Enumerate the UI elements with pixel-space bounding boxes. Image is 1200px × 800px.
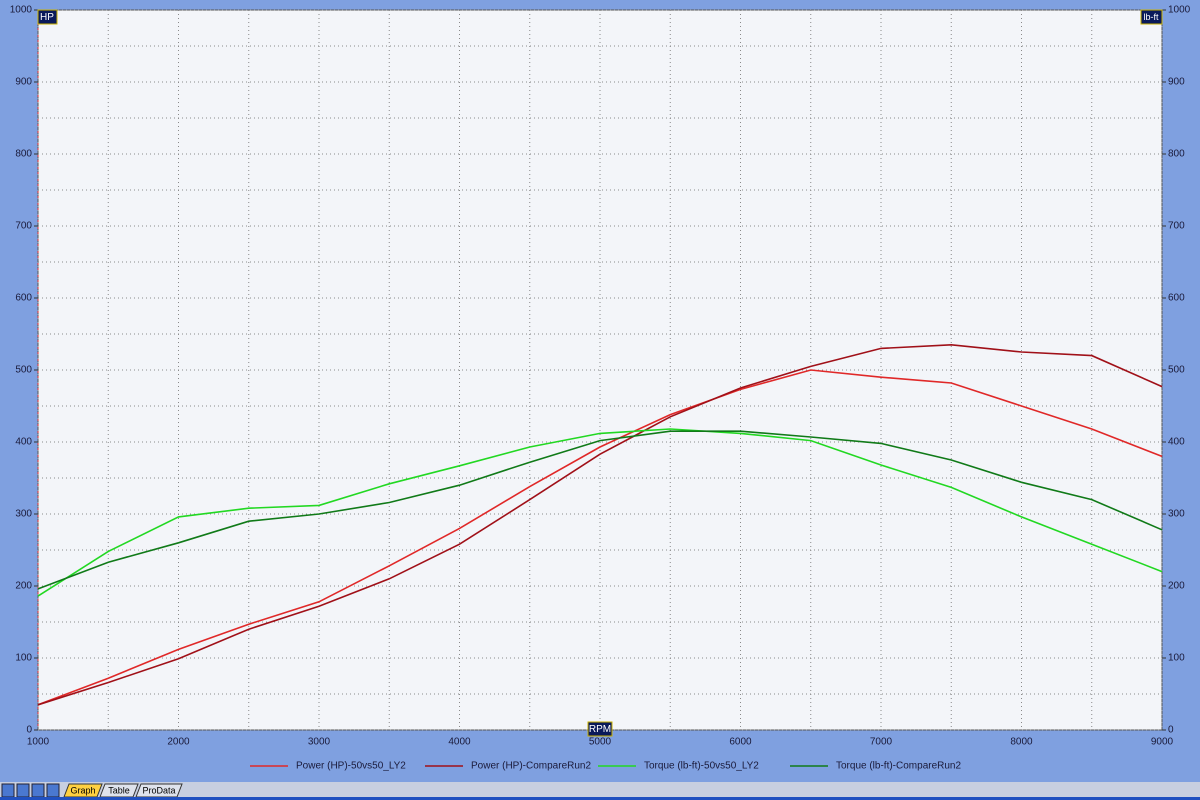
y-axis-label: HP [40, 12, 54, 23]
y2-tick-label: 600 [1168, 293, 1185, 304]
tab-label[interactable]: ProData [142, 785, 175, 795]
lines [37, 343, 1163, 706]
y-tick-label: 300 [15, 509, 32, 520]
x-tick-label: 4000 [448, 737, 471, 748]
y-tick-label: 0 [26, 725, 32, 736]
nav-last[interactable] [46, 783, 60, 798]
nav-next[interactable] [31, 783, 45, 798]
y2-tick-label: 300 [1168, 509, 1185, 520]
x-tick-label: 5000 [589, 737, 612, 748]
y-tick-label: 800 [15, 149, 32, 160]
series-line [37, 428, 1163, 597]
nav-buttons [1, 783, 60, 798]
legend-label: Torque (lb-ft)-50vs50_LY2 [644, 761, 759, 772]
nav-prev[interactable] [16, 783, 30, 798]
y2-tick-label: 500 [1168, 365, 1185, 376]
y-label-box [37, 9, 58, 25]
legend-label: Torque (lb-ft)-CompareRun2 [836, 761, 961, 772]
tabs: Graph Table ProData [63, 783, 183, 798]
y2-tick-label: 100 [1168, 653, 1185, 664]
y2-tick-label: 700 [1168, 221, 1185, 232]
y2-tick-label: 200 [1168, 581, 1185, 592]
legend-label: Power (HP)-CompareRun2 [471, 761, 591, 772]
status-strip [0, 797, 1200, 800]
x-tick-label: 9000 [1151, 737, 1174, 748]
y2-tick-label: 900 [1168, 77, 1185, 88]
tab-label[interactable]: Table [108, 785, 130, 795]
series-line [37, 343, 1163, 706]
x-tick-label: 7000 [870, 737, 893, 748]
tab-bar [0, 782, 1200, 800]
y-tick-label: 200 [15, 581, 32, 592]
x-tick-label: 6000 [729, 737, 752, 748]
y-tick-label: 1000 [10, 5, 33, 16]
y2-tick-label: 1000 [1168, 5, 1191, 16]
y2-label-box [1140, 9, 1163, 25]
x-tick-label: 1000 [27, 737, 50, 748]
nav-first[interactable] [1, 783, 15, 798]
series-line [37, 430, 1163, 590]
y2-tick-label: 400 [1168, 437, 1185, 448]
x-tick-label: 2000 [167, 737, 190, 748]
y2-axis-label: lb-ft [1143, 12, 1159, 22]
x-tick-label: 8000 [1010, 737, 1033, 748]
y-tick-label: 400 [15, 437, 32, 448]
series-line [37, 369, 1163, 706]
y-tick-label: 900 [15, 77, 32, 88]
y-tick-label: 600 [15, 293, 32, 304]
legend-label: Power (HP)-50vs50_LY2 [296, 761, 406, 772]
y2-tick-label: 0 [1168, 725, 1174, 736]
y-tick-label: 500 [15, 365, 32, 376]
x-axis-label: RPM [589, 724, 611, 735]
x-tick-label: 3000 [308, 737, 331, 748]
x-label-box [587, 721, 613, 737]
y2-tick-label: 800 [1168, 149, 1185, 160]
y-tick-label: 100 [15, 653, 32, 664]
tab-label[interactable]: Graph [70, 785, 95, 795]
y-tick-label: 700 [15, 221, 32, 232]
